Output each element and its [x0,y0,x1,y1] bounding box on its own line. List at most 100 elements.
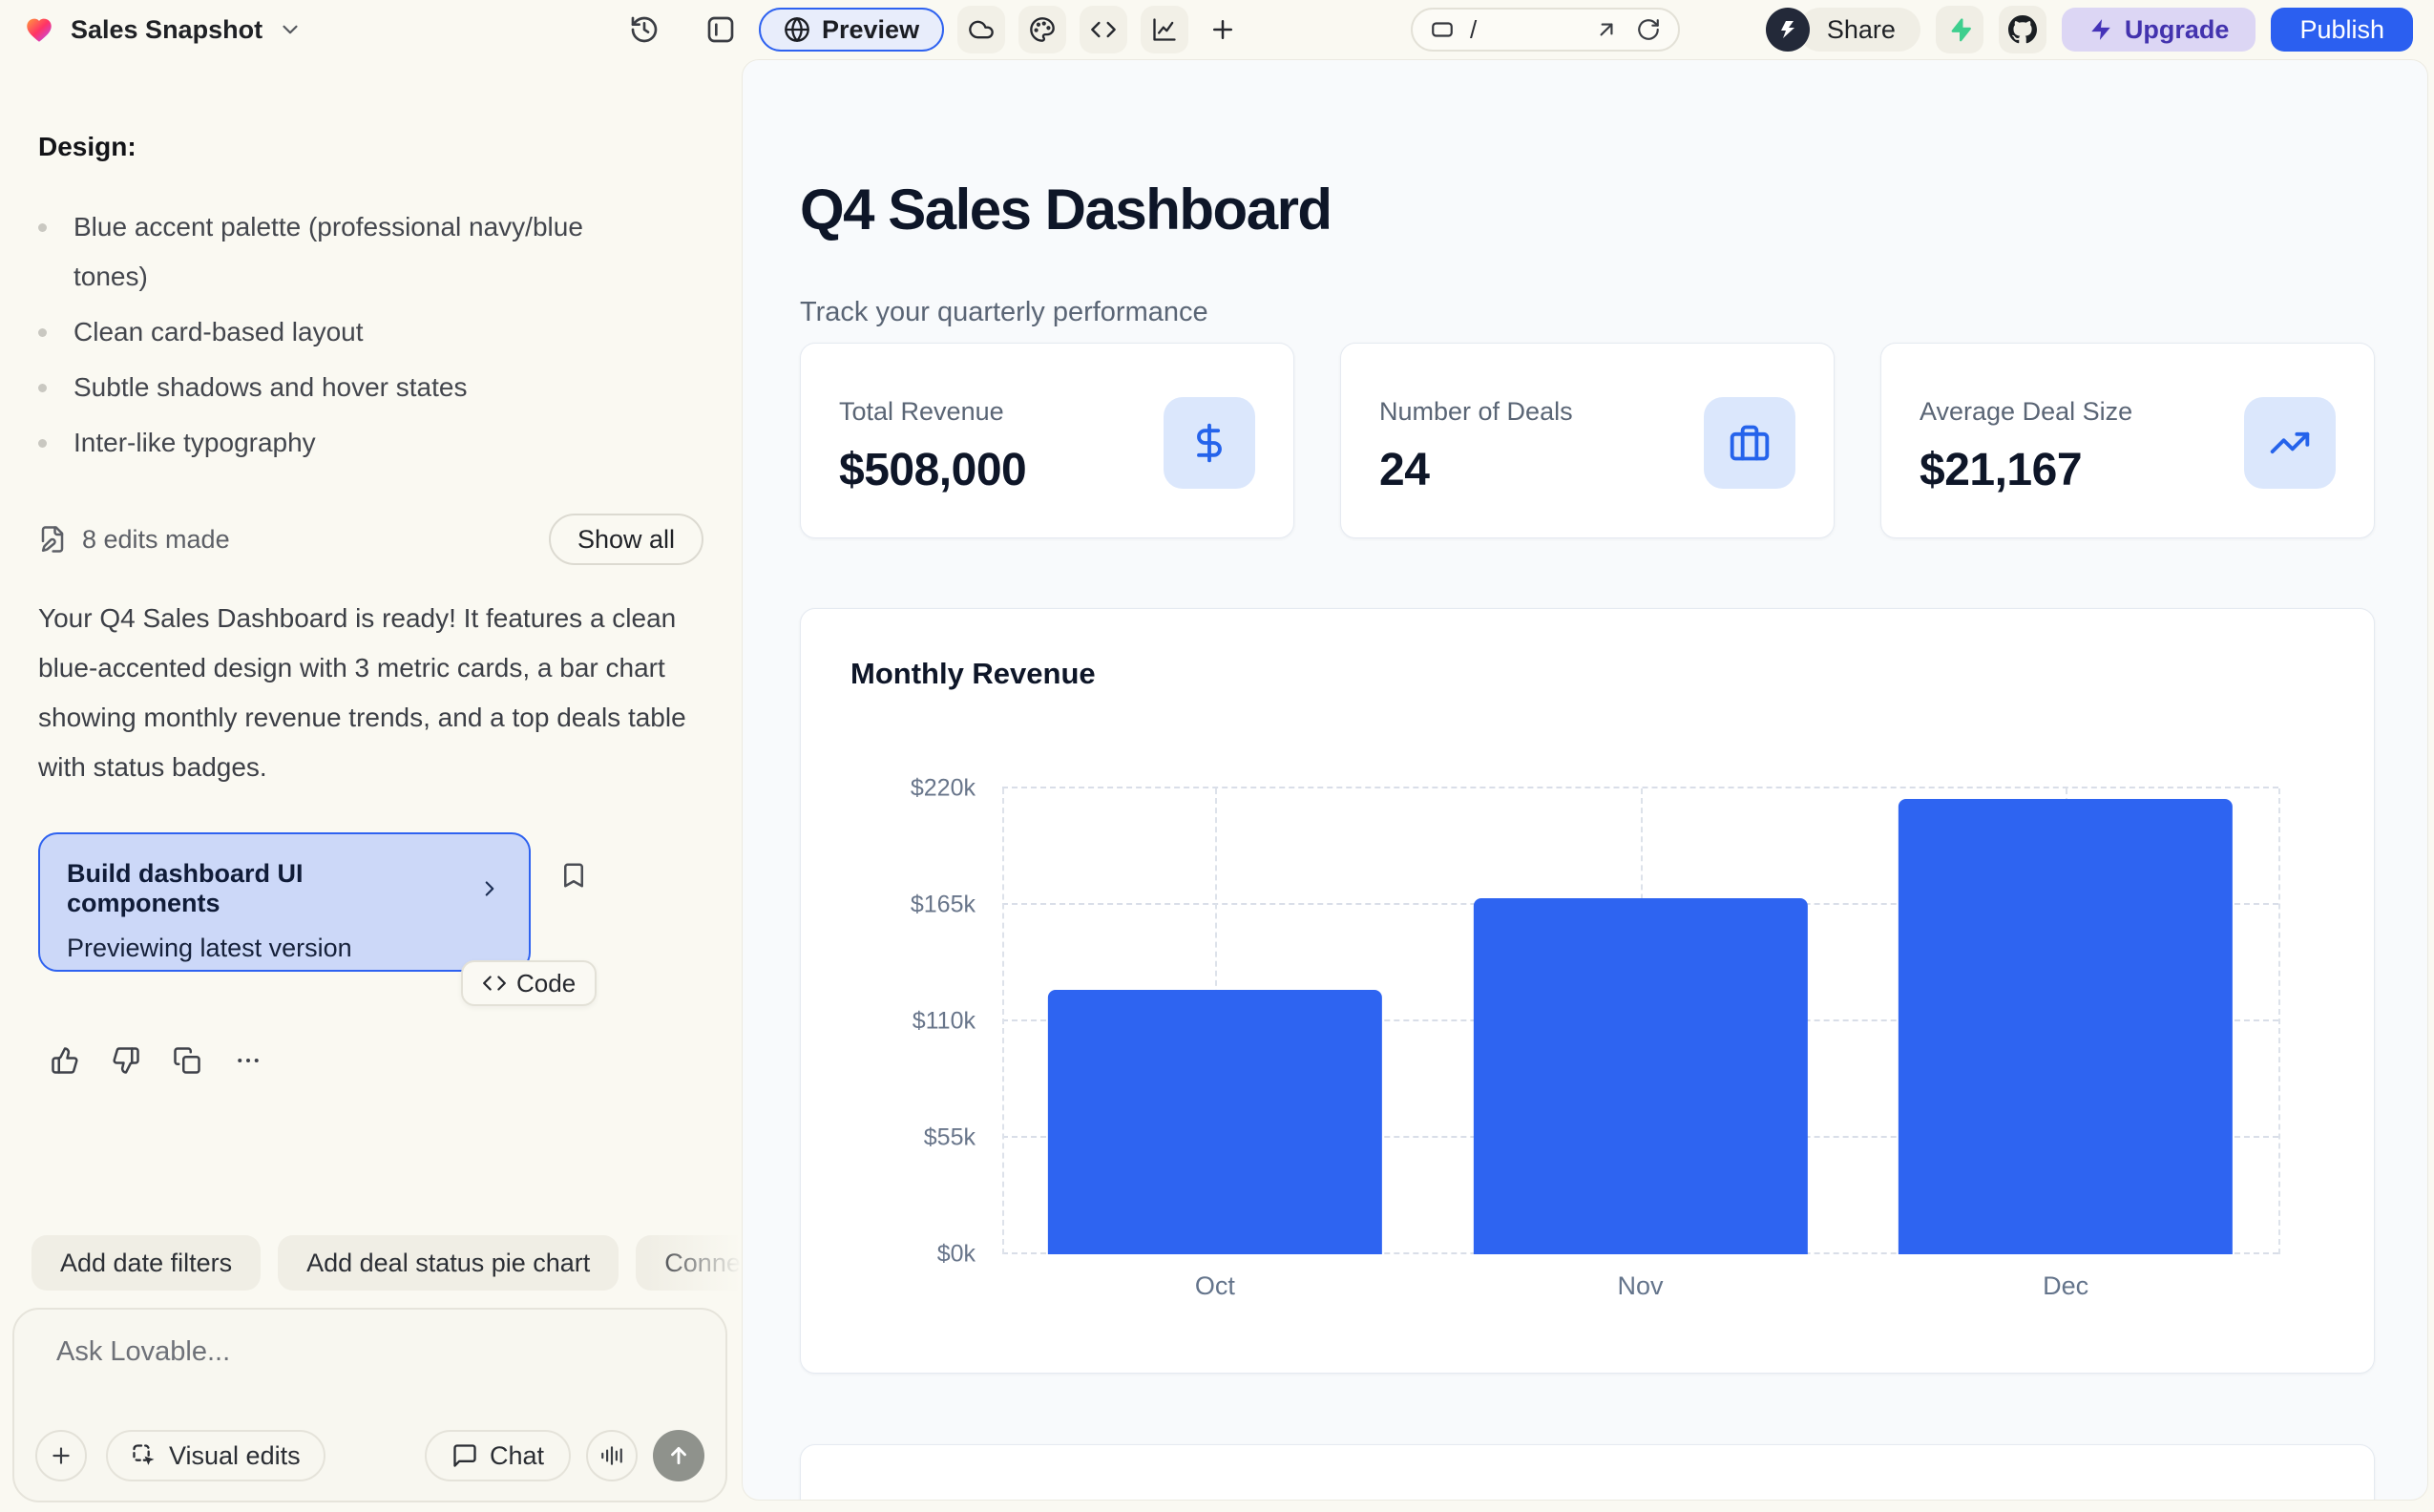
share-label: Share [1826,14,1896,44]
edits-summary[interactable]: 8 edits made [82,524,230,554]
build-card-title: Build dashboard UI components [67,859,304,917]
window-icon [1430,17,1455,42]
ellipsis-icon[interactable] [234,1046,262,1075]
preview-panel: Q4 Sales Dashboard Track your quarterly … [742,59,2428,1501]
bar-oct [1047,989,1382,1254]
github-icon[interactable] [1998,6,2046,53]
globe-icon [784,16,810,43]
trending-up-icon [2244,397,2336,489]
lovable-logo-icon[interactable] [23,13,55,46]
list-item: Clean card-based layout [38,307,649,357]
monthly-revenue-chart-card: Monthly Revenue $0k $55k $110k $165k $220k O… [800,608,2375,1374]
suggestion-chip[interactable]: Conne [636,1235,742,1291]
metric-cards-row: Total Revenue $508,000 Number of Deals 2… [800,343,2375,538]
metric-card-total-revenue: Total Revenue $508,000 [800,343,1294,538]
y-tick-label: $0k [936,1240,976,1268]
revenue-chart-plot [1002,787,2280,1254]
metric-label: Average Deal Size [1920,397,2133,426]
chat-mode-label: Chat [489,1440,544,1470]
design-heading: Design: [38,132,136,161]
show-all-button[interactable]: Show all [548,514,703,565]
build-status-card[interactable]: Build dashboard UI components Previewing… [38,832,531,972]
chevron-down-icon[interactable] [278,17,303,42]
thumbs-up-icon[interactable] [51,1046,79,1075]
bullet-dot [38,223,47,232]
attach-plus-icon[interactable] [35,1430,87,1481]
dashboard-title: Q4 Sales Dashboard [800,178,1332,242]
y-tick-label: $165k [910,891,976,918]
send-button[interactable] [653,1430,704,1481]
y-tick-label: $220k [910,774,976,802]
bar-dec [1899,799,2234,1254]
visual-edits-button[interactable]: Visual edits [106,1430,325,1481]
chat-panel: Design: Blue accent palette (professiona… [0,59,742,1512]
y-tick-label: $55k [923,1124,976,1151]
bar-nov [1473,898,1808,1254]
assistant-message: Your Q4 Sales Dashboard is ready! It fea… [38,603,686,782]
bullet-dot [38,384,47,392]
visual-edits-label: Visual edits [169,1440,301,1470]
publish-button[interactable]: Publish [2271,8,2413,52]
suggestion-chips: Add date filters Add deal status pie cha… [31,1235,742,1291]
dollar-icon [1164,397,1255,489]
url-path: / [1470,14,1478,44]
gridline-horizontal [1002,787,2278,788]
prompt-input[interactable] [35,1336,704,1368]
project-name[interactable]: Sales Snapshot [71,14,263,44]
metric-card-number-of-deals: Number of Deals 24 [1340,343,1835,538]
chat-mode-button[interactable]: Chat [424,1430,571,1481]
chevron-right-icon [477,876,502,901]
list-item: Subtle shadows and hover states [38,363,649,412]
revenue-chart-x-axis: Oct Nov Dec [1002,1271,2278,1310]
code-icon [482,971,507,996]
code-button[interactable]: Code [461,960,598,1006]
preview-label: Preview [822,14,920,44]
palette-icon[interactable] [1018,6,1067,53]
top-bar: Sales Snapshot Preview [0,0,2434,59]
avatar[interactable] [1765,8,1810,52]
waveform-icon[interactable] [586,1430,638,1481]
visual-edits-icon [131,1442,157,1469]
code-label: Code [516,968,577,998]
design-bullet-list: Blue accent palette (professional navy/b… [38,202,649,468]
share-button[interactable]: Share [1797,8,1920,52]
supabase-icon[interactable] [1935,6,1983,53]
chart-line-icon[interactable] [1141,6,1189,53]
bookmark-icon[interactable] [559,861,588,890]
url-bar[interactable]: / [1411,8,1680,52]
refresh-icon[interactable] [1636,17,1661,42]
upgrade-button[interactable]: Upgrade [2061,8,2256,52]
x-tick-label: Oct [1194,1271,1235,1300]
zap-icon [2088,17,2113,42]
revenue-chart-y-axis: $0k $55k $110k $165k $220k [801,775,989,1268]
briefcase-icon [1704,397,1795,489]
cloud-icon[interactable] [957,6,1006,53]
open-external-icon[interactable] [1594,17,1619,42]
x-tick-label: Dec [2043,1271,2089,1300]
file-edit-icon [38,525,67,554]
panel-left-icon[interactable] [697,6,745,53]
bullet-dot [38,328,47,337]
bullet-dot [38,439,47,448]
copy-icon[interactable] [173,1046,201,1075]
list-item: Blue accent palette (professional navy/b… [38,202,649,302]
prompt-input-box[interactable]: Visual edits Chat [12,1308,727,1502]
gridline-vertical [1002,788,1004,1254]
thumbs-down-icon[interactable] [112,1046,140,1075]
history-icon[interactable] [620,6,668,53]
preview-tab-button[interactable]: Preview [759,8,945,52]
build-card-status: Previewing latest version [67,934,352,962]
metric-value: $508,000 [839,445,1027,495]
upgrade-label: Upgrade [2124,14,2230,44]
add-tab-plus-icon[interactable] [1202,9,1244,51]
chart-title: Monthly Revenue [850,657,1096,690]
metric-card-average-deal-size: Average Deal Size $21,167 [1880,343,2375,538]
metric-value: $21,167 [1920,445,2083,495]
publish-label: Publish [2299,14,2384,44]
suggestion-chip[interactable]: Add date filters [31,1235,262,1291]
feedback-row [51,1046,703,1075]
code-icon[interactable] [1080,6,1128,53]
x-tick-label: Nov [1617,1271,1664,1300]
suggestion-chip[interactable]: Add deal status pie chart [278,1235,619,1291]
